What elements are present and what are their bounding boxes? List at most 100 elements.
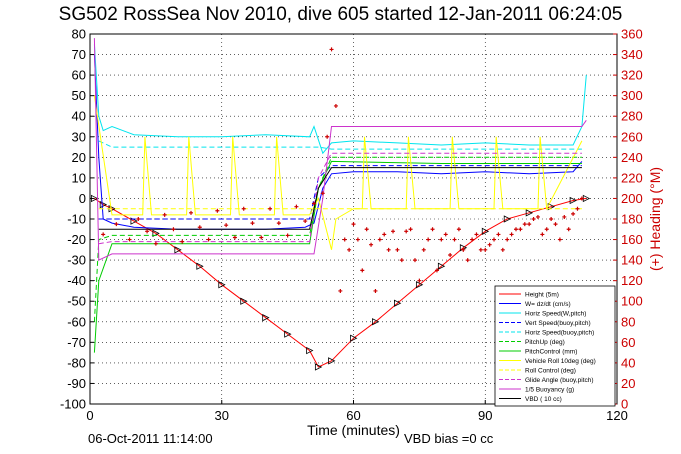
y2-tick-label: 140 — [621, 253, 643, 268]
y2-tick-label: 320 — [621, 68, 643, 83]
height-marker — [99, 200, 108, 209]
heading-point — [487, 242, 492, 247]
y-tick-label: 10 — [72, 170, 86, 185]
y2-tick-label: 260 — [621, 129, 643, 144]
heading-point — [553, 222, 558, 227]
y2-tick-label: 300 — [621, 88, 643, 103]
legend-label: PitchUp (deg) — [525, 339, 565, 346]
heading-point — [241, 206, 246, 211]
x-axis-label: Time (minutes) — [307, 422, 400, 438]
y2-tick-label: 240 — [621, 150, 643, 165]
height-marker — [130, 217, 138, 225]
height-marker — [525, 209, 534, 217]
y-tick-label: -100 — [60, 397, 86, 412]
height-marker — [284, 330, 292, 338]
heading-point — [303, 219, 308, 224]
heading-point — [391, 229, 396, 234]
height-marker — [262, 314, 270, 322]
heading-point — [492, 237, 497, 242]
heading-point — [224, 223, 229, 228]
x-tick-label: 60 — [346, 408, 360, 423]
height-marker — [152, 229, 160, 238]
heading-point — [483, 247, 488, 252]
height-marker — [350, 334, 358, 342]
heading-point — [395, 247, 400, 252]
heading-point — [434, 268, 439, 273]
y2-tick-label: 80 — [621, 314, 635, 329]
y-tick-label: -10 — [67, 212, 86, 227]
y2-tick-label: 360 — [621, 27, 643, 42]
heading-point — [474, 232, 479, 237]
y2-tick-label: 120 — [621, 273, 643, 288]
heading-point — [338, 288, 343, 293]
series-line-vbd — [98, 167, 582, 230]
heading-point — [579, 196, 584, 201]
heading-point — [180, 239, 185, 244]
legend-label: Vert Speed(buoy,pitch) — [525, 320, 591, 327]
heading-point — [496, 232, 501, 237]
legend-label: Horiz Speed(buoy,pitch) — [525, 330, 594, 337]
y-tick-label: 70 — [72, 47, 86, 62]
legend-label: Vehicle Roll 10deg (deg) — [525, 358, 596, 365]
heading-point — [465, 258, 470, 263]
heading-point — [540, 232, 545, 237]
y-tick-label: -50 — [67, 294, 86, 309]
heading-point — [478, 247, 483, 252]
heading-point — [408, 227, 413, 232]
y-tick-label: 50 — [72, 88, 86, 103]
y-tick-label: 0 — [79, 191, 86, 206]
heading-point — [575, 206, 580, 211]
heading-point — [544, 227, 549, 232]
heading-point — [456, 227, 461, 232]
heading-point — [377, 237, 382, 242]
heading-point — [364, 227, 369, 232]
heading-point — [535, 214, 540, 219]
heading-point — [500, 247, 505, 252]
heading-point — [136, 217, 141, 221]
heading-point — [452, 237, 457, 242]
height-marker — [437, 262, 446, 270]
height-marker — [218, 281, 226, 289]
legend-label: Roll Control (deg) — [525, 368, 576, 375]
height-marker — [372, 318, 380, 326]
y-tick-label: 30 — [72, 129, 86, 144]
heading-point — [347, 247, 352, 252]
y2-tick-label: 100 — [621, 294, 643, 309]
heading-point — [311, 201, 316, 206]
heading-point — [412, 258, 417, 263]
heading-point — [373, 288, 378, 293]
heading-point — [189, 210, 194, 215]
y2-tick-label: 20 — [621, 376, 635, 391]
x-tick-label: 0 — [86, 408, 93, 423]
y2-axis-label: (+) Heading (°M) — [647, 167, 663, 271]
heading-point — [360, 268, 365, 273]
y2-tick-label: 60 — [621, 335, 635, 350]
y-tick-label: -80 — [67, 355, 86, 370]
y-tick-label: -30 — [67, 253, 86, 268]
heading-point — [145, 229, 150, 234]
heading-point — [461, 247, 466, 252]
heading-point — [513, 227, 518, 232]
legend-label: Horiz Speed(W,pitch) — [525, 311, 586, 318]
heading-point — [527, 222, 532, 227]
height-marker — [415, 281, 424, 289]
heading-point — [285, 233, 290, 238]
legend-label: Height (5m) — [525, 292, 559, 299]
series-line-pitch_control — [93, 160, 582, 353]
series-line-horiz_speed — [93, 44, 587, 155]
heading-point — [562, 214, 567, 219]
heading-point — [426, 237, 431, 242]
y2-tick-label: 340 — [621, 47, 643, 62]
legend-label: VBD ( 10 cc) — [525, 396, 562, 403]
heading-point — [557, 237, 562, 242]
heading-point — [355, 237, 360, 242]
timestamp-label: 06-Oct-2011 11:14:00 — [88, 431, 213, 446]
heading-point — [197, 225, 202, 230]
x-tick-label: 120 — [606, 408, 628, 423]
height-marker — [306, 346, 314, 355]
y2-tick-label: 200 — [621, 191, 643, 206]
heading-point — [439, 237, 444, 242]
heading-point — [430, 227, 435, 232]
